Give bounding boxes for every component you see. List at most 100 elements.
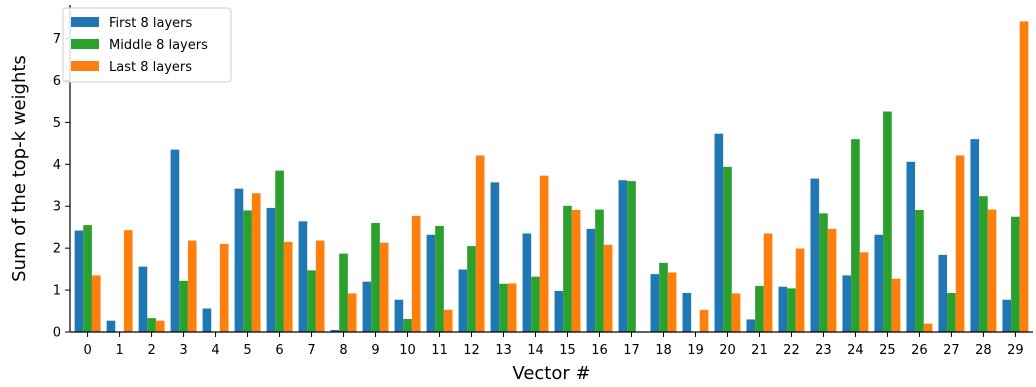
legend-swatch <box>71 61 99 71</box>
bar-last-8-layers-28 <box>987 209 997 332</box>
bar-last-8-layers-1 <box>123 230 133 332</box>
bar-last-8-layers-19 <box>699 309 709 332</box>
x-tick-label: 24 <box>847 343 864 358</box>
bar-middle-8-layers-11 <box>435 225 444 332</box>
bar-last-8-layers-24 <box>859 252 869 332</box>
bar-middle-8-layers-14 <box>531 276 540 332</box>
bar-first-8-layers-18 <box>650 274 660 332</box>
bar-middle-8-layers-5 <box>243 210 252 332</box>
x-tick-label: 25 <box>879 343 896 358</box>
x-tick-label: 6 <box>275 343 283 358</box>
bar-middle-8-layers-17 <box>627 181 636 332</box>
bar-middle-8-layers-7 <box>307 270 316 332</box>
bar-last-8-layers-3 <box>187 240 197 332</box>
bar-first-8-layers-6 <box>266 207 276 332</box>
x-tick-label: 10 <box>399 343 416 358</box>
bar-first-8-layers-20 <box>714 133 724 332</box>
y-tick-label: 4 <box>53 158 61 173</box>
bar-last-8-layers-20 <box>731 293 741 332</box>
x-tick-label: 21 <box>751 343 768 358</box>
bar-first-8-layers-25 <box>874 234 884 332</box>
bar-first-8-layers-15 <box>554 290 564 332</box>
legend-swatch <box>71 39 99 49</box>
bar-middle-8-layers-0 <box>83 225 92 332</box>
bar-first-8-layers-21 <box>746 319 756 332</box>
bar-first-8-layers-13 <box>490 182 500 332</box>
bar-last-8-layers-22 <box>795 248 805 332</box>
bar-first-8-layers-16 <box>586 228 596 332</box>
bar-middle-8-layers-18 <box>659 262 668 332</box>
bar-first-8-layers-17 <box>618 180 628 332</box>
x-tick-label: 4 <box>211 343 219 358</box>
x-tick-label: 1 <box>115 343 123 358</box>
x-tick-label: 7 <box>307 343 315 358</box>
bar-first-8-layers-4 <box>202 308 212 332</box>
bar-last-8-layers-4 <box>219 243 229 332</box>
bar-first-8-layers-14 <box>522 233 532 332</box>
bar-first-8-layers-2 <box>138 266 148 332</box>
bar-first-8-layers-28 <box>970 139 980 332</box>
y-tick-label: 2 <box>53 242 61 257</box>
x-tick-label: 13 <box>495 343 512 358</box>
y-tick-label: 3 <box>53 200 61 215</box>
x-tick-label: 14 <box>527 343 544 358</box>
bar-middle-8-layers-13 <box>499 283 508 332</box>
x-tick-label: 16 <box>591 343 608 358</box>
x-tick-label: 18 <box>655 343 672 358</box>
y-axis-label: Sum of the top-k weights <box>9 55 30 282</box>
x-tick-label: 8 <box>339 343 347 358</box>
bar-first-8-layers-8 <box>330 329 340 332</box>
x-tick-label: 12 <box>463 343 480 358</box>
legend: First 8 layers Middle 8 layers Last 8 laye… <box>62 7 232 83</box>
bar-middle-8-layers-25 <box>883 111 892 332</box>
bar-middle-8-layers-2 <box>147 318 156 332</box>
legend-label: First 8 layers <box>109 16 193 31</box>
bar-first-8-layers-27 <box>938 254 948 332</box>
x-tick-label: 19 <box>687 343 704 358</box>
x-tick-label: 22 <box>783 343 800 358</box>
y-tick-label: 7 <box>53 32 61 47</box>
bar-middle-8-layers-23 <box>819 213 828 332</box>
bar-last-8-layers-15 <box>571 210 581 332</box>
bars-group <box>74 21 1029 332</box>
bar-last-8-layers-7 <box>315 240 325 332</box>
y-tick-label: 1 <box>53 284 61 299</box>
x-tick-label: 3 <box>179 343 187 358</box>
bar-first-8-layers-7 <box>298 221 308 332</box>
bar-first-8-layers-9 <box>362 281 372 332</box>
bar-last-8-layers-13 <box>507 283 517 332</box>
bar-last-8-layers-5 <box>251 193 261 332</box>
x-tick-label: 28 <box>975 343 992 358</box>
x-tick-label: 9 <box>371 343 379 358</box>
bar-last-8-layers-29 <box>1019 21 1029 332</box>
x-tick-label: 11 <box>431 343 448 358</box>
x-tick-label: 27 <box>943 343 960 358</box>
x-tick-label: 20 <box>719 343 736 358</box>
bar-first-8-layers-10 <box>394 299 404 332</box>
bar-middle-8-layers-16 <box>595 209 604 332</box>
bar-middle-8-layers-26 <box>915 210 924 332</box>
y-tick-label: 5 <box>53 116 61 131</box>
bar-middle-8-layers-20 <box>723 166 732 332</box>
bar-first-8-layers-3 <box>170 149 180 332</box>
bar-middle-8-layers-29 <box>1011 216 1020 332</box>
bar-first-8-layers-23 <box>810 178 820 332</box>
bar-middle-8-layers-28 <box>979 196 988 332</box>
bar-first-8-layers-19 <box>682 293 692 332</box>
bar-last-8-layers-6 <box>283 241 293 332</box>
bar-middle-8-layers-10 <box>403 319 412 332</box>
bar-first-8-layers-5 <box>234 188 244 332</box>
bar-first-8-layers-26 <box>906 161 916 332</box>
bar-last-8-layers-12 <box>475 155 485 332</box>
bar-middle-8-layers-27 <box>947 293 956 332</box>
x-tick-label: 26 <box>911 343 928 358</box>
bar-first-8-layers-1 <box>106 320 116 332</box>
bar-last-8-layers-11 <box>443 309 453 332</box>
bar-middle-8-layers-21 <box>755 285 764 332</box>
bar-middle-8-layers-12 <box>467 246 476 332</box>
bar-last-8-layers-14 <box>539 175 549 332</box>
bar-last-8-layers-23 <box>827 228 837 332</box>
x-tick-label: 23 <box>815 343 832 358</box>
